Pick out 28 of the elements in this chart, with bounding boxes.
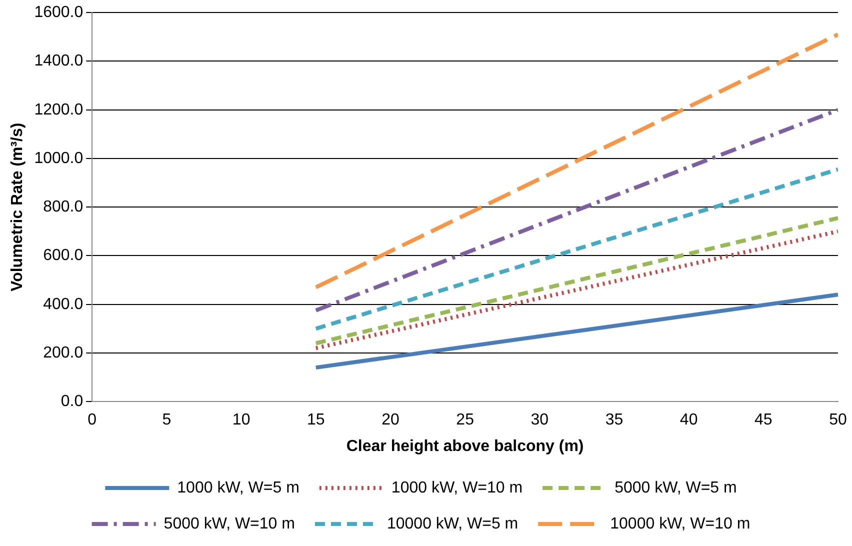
x-tick-label: 5 bbox=[162, 412, 172, 429]
y-tick-label: 1600.0 bbox=[34, 4, 84, 22]
legend-label: 5000 kW, W=5 m bbox=[614, 479, 737, 496]
y-tick-label: 400.0 bbox=[43, 296, 84, 313]
y-tick-label: 600.0 bbox=[43, 247, 84, 264]
y-tick-label: 1000.0 bbox=[34, 150, 84, 167]
legend-label: 10000 kW, W=5 m bbox=[386, 515, 518, 532]
x-tick-label: 25 bbox=[456, 412, 474, 429]
y-tick-label: 200.0 bbox=[43, 344, 84, 362]
x-tick-label: 15 bbox=[307, 412, 325, 429]
x-tick-label: 0 bbox=[88, 412, 97, 429]
legend-label: 10000 kW, W=10 m bbox=[610, 515, 750, 532]
y-tick-label: 800.0 bbox=[43, 198, 84, 216]
x-tick-label: 35 bbox=[605, 412, 624, 429]
x-tick-label: 45 bbox=[754, 412, 772, 429]
legend-label: 1000 kW, W=5 m bbox=[177, 479, 300, 496]
x-tick-label: 30 bbox=[530, 412, 549, 429]
y-tick-label: 1200.0 bbox=[34, 101, 84, 118]
legend-label: 5000 kW, W=10 m bbox=[164, 515, 295, 532]
y-axis-title: Volumetric Rate (m³/s) bbox=[9, 122, 26, 292]
y-tick-label: 0.0 bbox=[60, 393, 84, 410]
x-tick-label: 20 bbox=[382, 412, 400, 429]
x-tick-label: 50 bbox=[829, 412, 847, 429]
legend-label: 1000 kW, W=10 m bbox=[391, 479, 523, 496]
x-tick-label: 10 bbox=[232, 412, 250, 429]
x-tick-label: 40 bbox=[680, 412, 698, 429]
y-tick-label: 1400.0 bbox=[34, 52, 84, 70]
x-axis-title: Clear height above balcony (m) bbox=[346, 438, 584, 455]
